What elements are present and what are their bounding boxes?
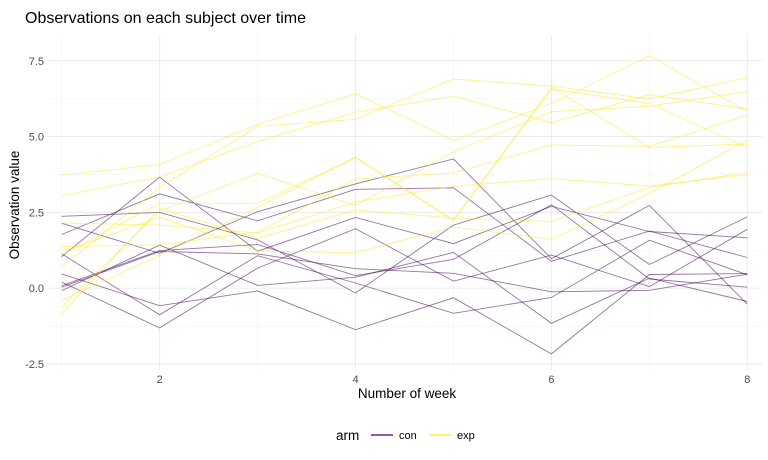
x-axis-ticks: 2 4 6 8 xyxy=(157,374,751,386)
series-line-con-10 xyxy=(61,158,748,305)
y-tick-label: 2.5 xyxy=(29,207,44,219)
series-line-exp-16 xyxy=(61,55,748,176)
series-line-con-9 xyxy=(61,204,748,288)
series-line-con-8 xyxy=(61,244,748,324)
y-tick-label: 7.5 xyxy=(29,56,44,68)
series-line-con-4 xyxy=(61,176,748,257)
series-lines xyxy=(61,55,748,355)
x-axis-title: Number of week xyxy=(358,386,457,401)
series-line-con-2 xyxy=(61,239,748,316)
series-line-exp-18 xyxy=(61,114,748,248)
legend-title: arm xyxy=(336,428,359,443)
series-line-exp-17 xyxy=(61,139,748,254)
y-axis-ticks: -2.5 0.0 2.5 5.0 7.5 xyxy=(25,56,44,371)
x-tick-label: 2 xyxy=(157,374,163,386)
series-line-con-6 xyxy=(61,194,748,294)
series-line-exp-20 xyxy=(61,88,748,256)
chart-title: Observations on each subject over time xyxy=(25,10,306,27)
y-tick-label: -2.5 xyxy=(25,359,44,371)
series-line-exp-13 xyxy=(61,174,748,234)
series-line-con-7 xyxy=(61,251,748,293)
legend-label-con: con xyxy=(399,430,417,442)
grid xyxy=(47,35,762,370)
series-line-con-1 xyxy=(61,228,748,329)
y-tick-label: 0.0 xyxy=(29,283,44,295)
series-line-exp-15 xyxy=(61,76,748,268)
x-tick-label: 6 xyxy=(548,374,554,386)
x-tick-label: 4 xyxy=(352,374,358,386)
series-line-exp-14 xyxy=(61,90,748,308)
legend-label-exp: exp xyxy=(457,430,475,442)
series-line-exp-11 xyxy=(61,94,748,197)
y-axis-title: Observation value xyxy=(7,151,22,260)
legend: arm con exp xyxy=(336,428,475,443)
series-line-exp-12 xyxy=(61,172,748,314)
series-line-con-5 xyxy=(61,273,748,355)
x-tick-label: 8 xyxy=(744,374,750,386)
y-tick-label: 5.0 xyxy=(29,132,44,144)
